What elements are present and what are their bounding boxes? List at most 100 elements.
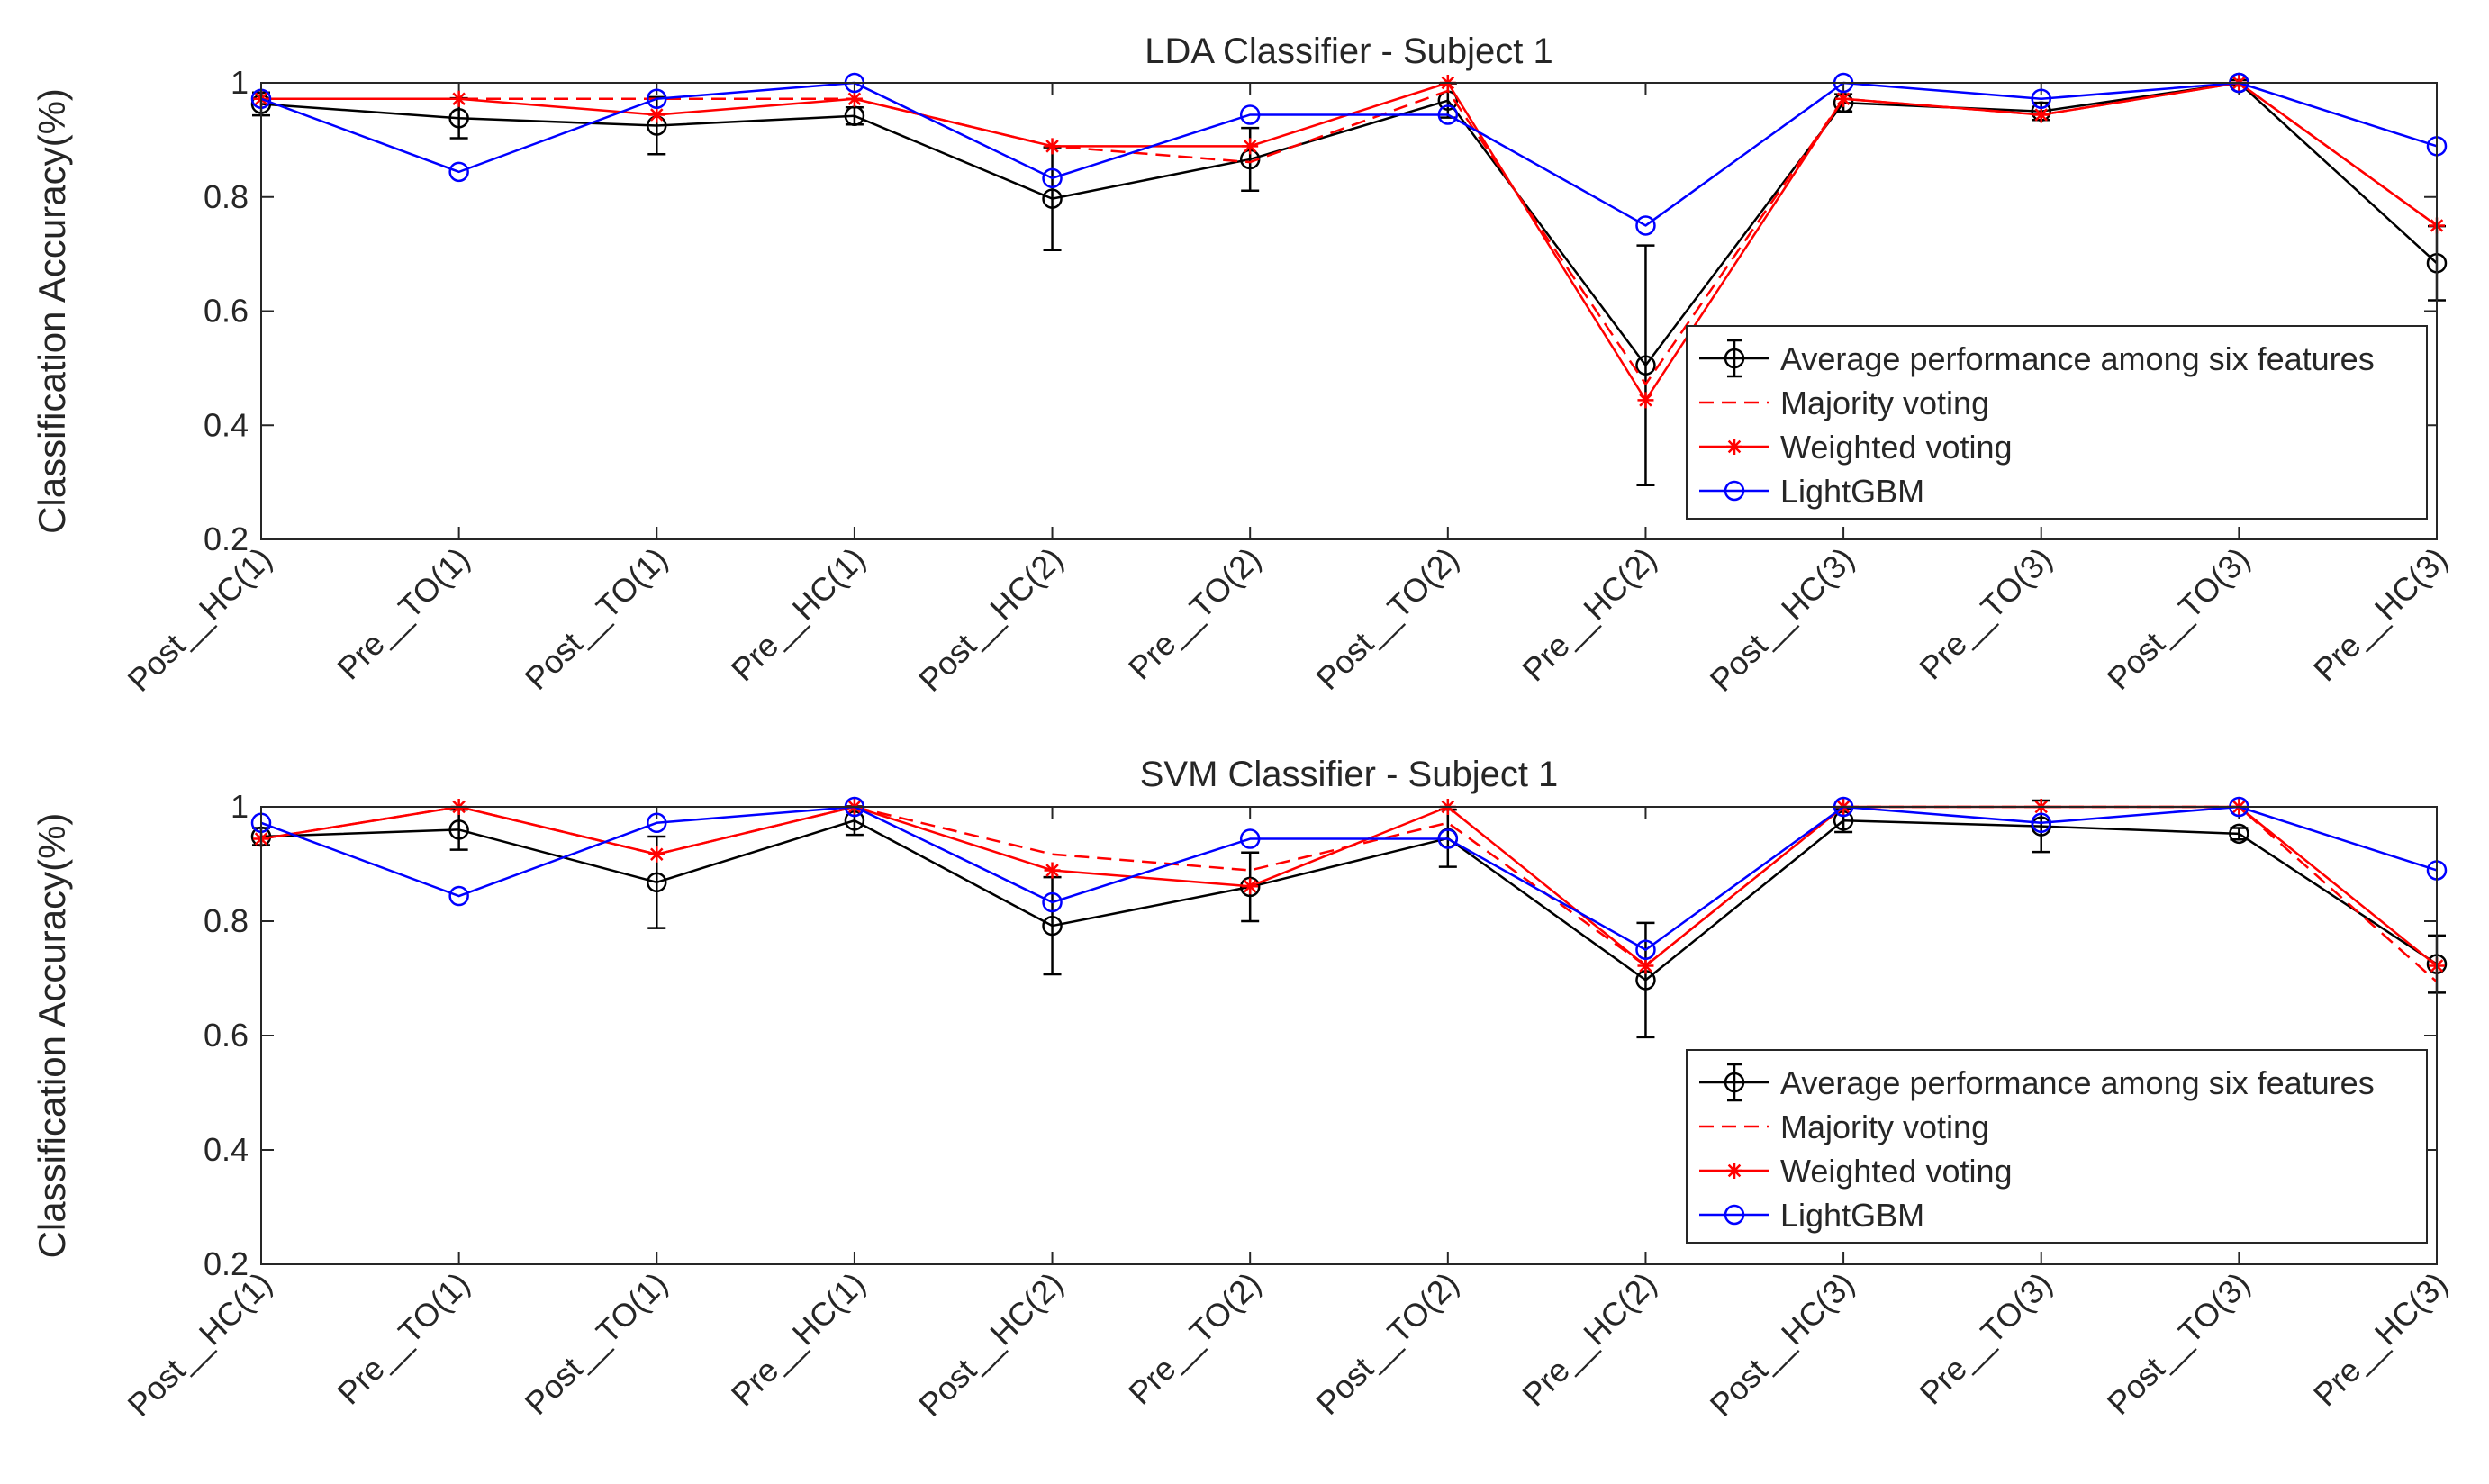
legend-label: Average performance among six features (1780, 1064, 2375, 1101)
data-point-2 (1835, 90, 1852, 107)
data-point-3 (2031, 88, 2051, 109)
data-point-0 (844, 105, 865, 127)
data-point-2 (1637, 392, 1654, 409)
legend-label: LightGBM (1780, 1197, 1924, 1234)
data-point-0 (448, 108, 469, 129)
axes-box (260, 806, 2438, 1265)
series-line-1 (261, 81, 2438, 385)
y-tick-label: 1 (231, 64, 249, 101)
x-tick-label: Pre__TO(2) (1121, 540, 1268, 687)
x-tick-label: Pre__HC(3) (2306, 1265, 2455, 1414)
legend-box (1686, 325, 2428, 520)
data-point-3 (647, 88, 667, 109)
legend-marker-3 (1724, 1204, 1745, 1226)
data-point-3 (647, 812, 667, 834)
svm-chart: SVM Classifier - Subject 1 Classification… (31, 755, 2455, 1424)
legend-label: LightGBM (1780, 473, 1924, 510)
data-point-3 (448, 885, 469, 907)
legend-marker-3 (1724, 480, 1745, 502)
data-point-3 (1042, 891, 1063, 913)
y-tick-label: 0.6 (204, 293, 249, 330)
x-tick-label: Post__HC(1) (121, 1265, 279, 1424)
data-point-3 (1437, 828, 1459, 849)
data-point-0 (1042, 188, 1063, 209)
legend-label: Weighted voting (1780, 1153, 2013, 1190)
legend-marker-2 (1726, 439, 1742, 455)
data-point-0 (1239, 876, 1261, 898)
axes-box (260, 82, 2438, 540)
chart-title: LDA Classifier - Subject 1 (1145, 32, 1553, 71)
series-line-0 (260, 819, 2438, 982)
data-point-2 (2032, 106, 2050, 123)
series-line-3 (260, 81, 2438, 227)
data-point-0 (1635, 355, 1656, 376)
x-tick-label: Post__HC(3) (1703, 540, 1861, 699)
y-tick-label: 0.8 (204, 178, 249, 215)
lda-chart: LDA Classifier - Subject 1 Classification… (31, 32, 2455, 699)
data-point-3 (1239, 828, 1261, 849)
data-point-2 (1637, 957, 1654, 974)
data-point-2 (648, 106, 665, 123)
x-tick-label: Pre__HC(1) (724, 540, 873, 689)
data-point-3 (448, 161, 469, 183)
legend-label: Majority voting (1780, 385, 1989, 421)
x-tick-label: Post__HC(3) (1703, 1265, 1861, 1424)
y-tick-label: 0.8 (204, 902, 249, 939)
data-point-2 (1044, 862, 1061, 879)
x-tick-label: Post__TO(2) (1308, 1265, 1465, 1422)
data-point-2 (648, 846, 665, 863)
data-point-3 (2031, 812, 2051, 834)
x-tick-label: Post__TO(3) (2100, 540, 2257, 697)
data-point-0 (448, 819, 469, 840)
legend-box (1686, 1049, 2428, 1244)
y-tick-label: 0.4 (204, 406, 249, 443)
legend-marker-2 (1726, 1163, 1742, 1179)
x-tick-label: Post__HC(2) (911, 540, 1070, 699)
data-point-0 (1042, 915, 1063, 937)
x-tick-label: Pre__HC(2) (1515, 540, 1663, 689)
x-tick-label: Pre__TO(1) (330, 1265, 476, 1412)
data-point-0 (2229, 823, 2249, 845)
legend-marker-0 (1724, 348, 1745, 369)
y-axis-label: Classification Accuracy(%) (31, 88, 73, 534)
data-point-2 (1044, 138, 1061, 155)
data-point-3 (1635, 939, 1656, 960)
x-tick-label: Post__TO(1) (518, 1265, 674, 1422)
y-axis-label: Classification Accuracy(%) (31, 813, 73, 1259)
data-point-2 (846, 90, 863, 107)
y-tick-label: 0.2 (204, 1245, 249, 1282)
data-point-2 (1242, 138, 1259, 155)
x-tick-label: Post__TO(3) (2100, 1265, 2257, 1422)
series-line-0 (260, 81, 2438, 366)
legend: Average performance among six features Ma… (1686, 325, 2428, 520)
x-tick-label: Pre__HC(1) (724, 1265, 873, 1414)
legend-label: Weighted voting (1780, 429, 2013, 466)
data-point-3 (1437, 104, 1459, 125)
x-tick-label: Post__HC(1) (121, 540, 279, 699)
y-tick-label: 0.4 (204, 1131, 249, 1168)
series-line-3 (260, 805, 2438, 951)
x-tick-label: Pre__TO(3) (1912, 540, 2059, 687)
legend: Average performance among six features Ma… (1686, 1049, 2428, 1244)
chart-title: SVM Classifier - Subject 1 (1140, 755, 1559, 794)
x-tick-label: Post__TO(2) (1308, 540, 1465, 697)
legend-label: Majority voting (1780, 1108, 1989, 1145)
y-tick-label: 1 (231, 788, 249, 825)
x-tick-label: Pre__TO(3) (1912, 1265, 2059, 1412)
x-tick-label: Post__HC(2) (911, 1265, 1070, 1424)
data-point-0 (647, 872, 667, 893)
data-point-3 (1042, 167, 1063, 189)
data-point-3 (1635, 215, 1656, 236)
legend-marker-0 (1724, 1072, 1745, 1093)
y-tick-label: 0.2 (204, 520, 249, 557)
x-tick-label: Pre__HC(2) (1515, 1265, 1663, 1414)
y-tick-label: 0.6 (204, 1017, 249, 1054)
data-point-2 (1242, 878, 1259, 895)
data-point-3 (1239, 104, 1261, 125)
data-point-2 (450, 90, 467, 107)
x-tick-label: Pre__HC(3) (2306, 540, 2455, 689)
x-tick-label: Post__TO(1) (518, 540, 674, 697)
legend-label: Average performance among six features (1780, 340, 2375, 377)
x-tick-label: Pre__TO(2) (1121, 1265, 1268, 1412)
